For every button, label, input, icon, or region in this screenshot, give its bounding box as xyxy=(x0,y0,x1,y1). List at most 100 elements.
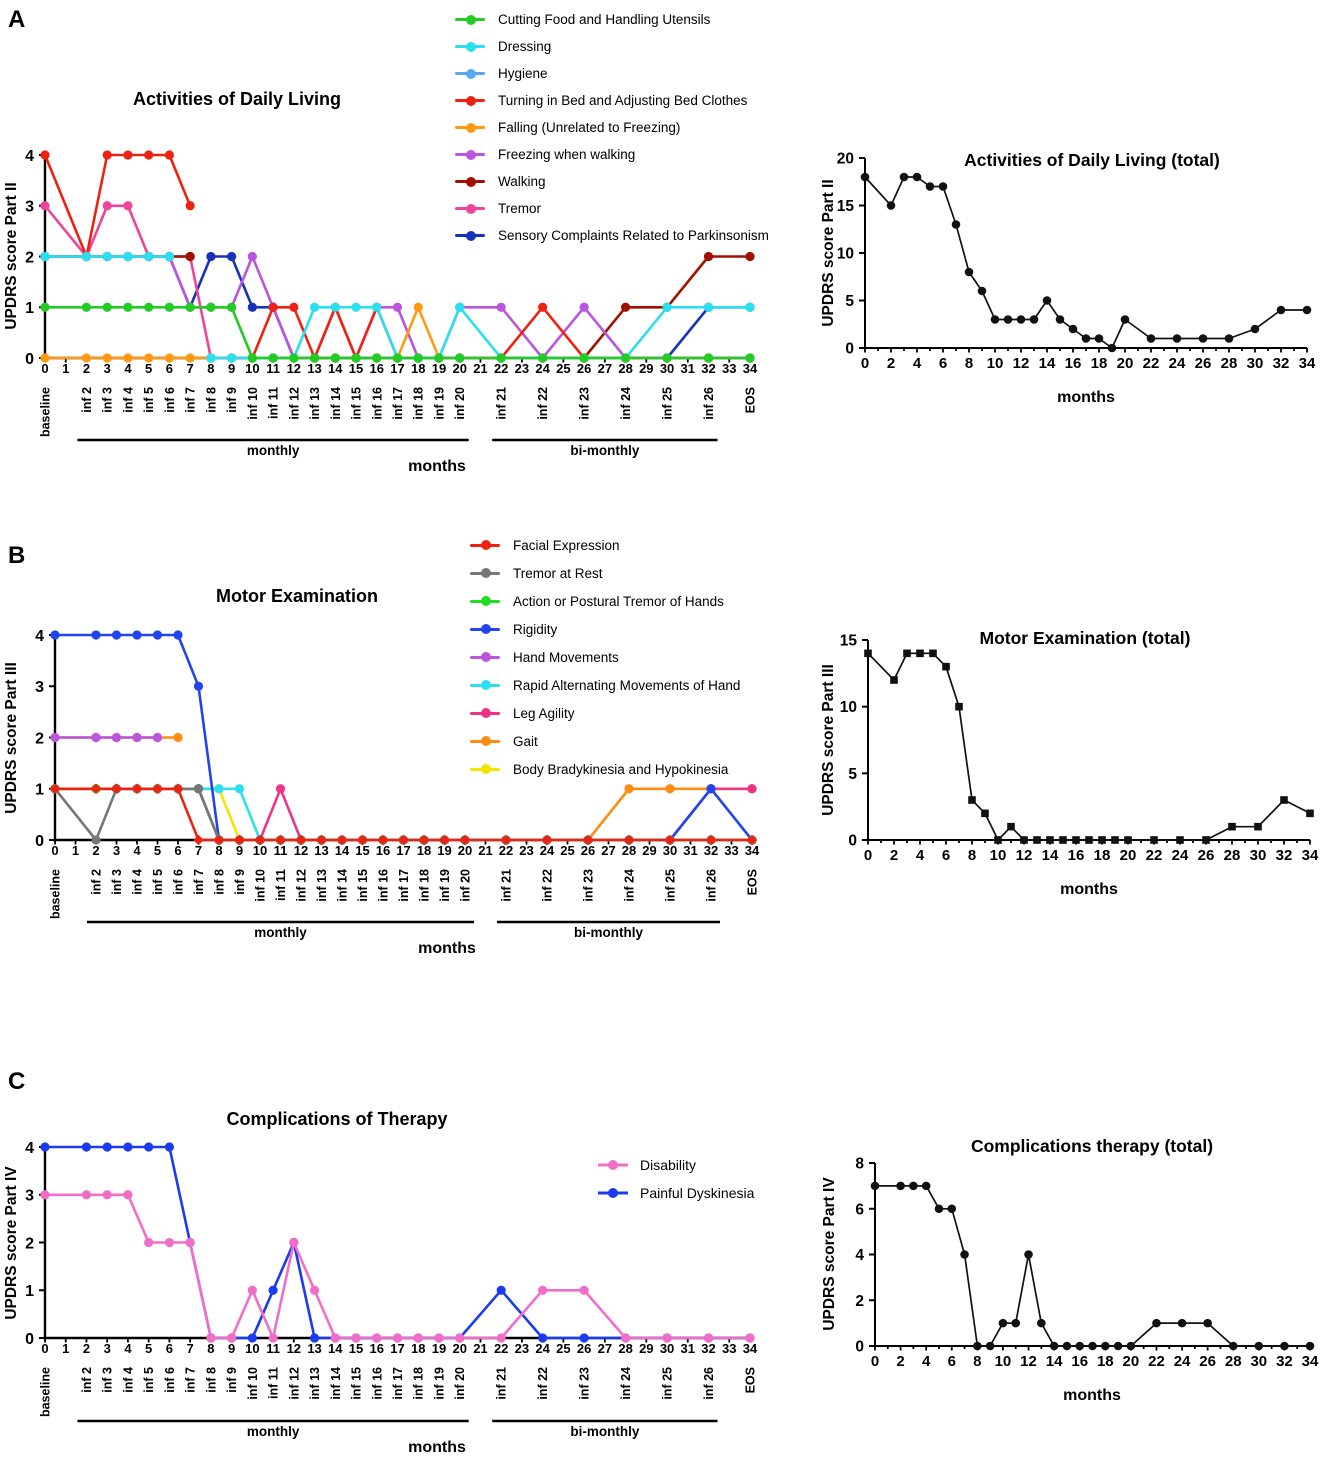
x-tick-label: 16 xyxy=(1068,847,1085,864)
x-axis-label: months xyxy=(408,1439,466,1456)
data-point xyxy=(309,1285,320,1295)
data-point xyxy=(998,1318,1008,1328)
data-point xyxy=(185,251,195,262)
data-point xyxy=(703,1333,714,1343)
data-point xyxy=(193,834,204,846)
legend-marker xyxy=(608,1188,618,1198)
data-point xyxy=(185,302,195,312)
data-point xyxy=(1072,836,1080,844)
data-point xyxy=(455,1333,465,1343)
x-tick-label: 16 xyxy=(1071,1353,1088,1370)
x-tick-label: 4 xyxy=(916,847,925,864)
y-axis-label: UPDRS score Part III xyxy=(820,664,837,816)
x-tick-label: 22 xyxy=(1146,847,1163,864)
data-point xyxy=(1305,1341,1315,1351)
data-point xyxy=(123,1142,133,1152)
data-point xyxy=(40,201,50,211)
visit-label: inf 6 xyxy=(163,1367,177,1393)
x-tick-label: 1 xyxy=(62,1341,69,1356)
data-point xyxy=(860,172,870,182)
data-point xyxy=(357,834,368,846)
data-point xyxy=(990,315,1000,324)
data-point xyxy=(1085,836,1093,844)
data-point xyxy=(185,201,195,211)
x-tick-label: 17 xyxy=(390,361,404,376)
series-line xyxy=(864,176,1307,349)
data-point xyxy=(152,732,163,743)
data-point xyxy=(620,302,631,312)
data-point xyxy=(111,630,122,640)
legend-item: Freezing when walking xyxy=(455,141,769,168)
data-point xyxy=(1228,1341,1238,1351)
data-point xyxy=(1107,343,1117,353)
series-line xyxy=(45,306,750,360)
y-axis-label: UPDRS score Part III xyxy=(3,662,20,814)
y-tick-label: 2 xyxy=(855,1293,864,1310)
x-tick-label: 29 xyxy=(639,1341,653,1356)
x-tick-label: 8 xyxy=(973,1353,981,1370)
data-point xyxy=(164,353,175,363)
legend-marker xyxy=(608,1160,618,1170)
data-point xyxy=(538,1333,548,1343)
data-point xyxy=(111,732,122,743)
x-tick-label: 24 xyxy=(535,1341,550,1356)
visit-label: inf 12 xyxy=(295,869,309,902)
data-point xyxy=(912,172,922,182)
data-point xyxy=(579,1285,589,1295)
x-tick-label: 2 xyxy=(83,361,90,376)
data-point xyxy=(247,1285,257,1295)
panel-c-label: C xyxy=(8,1068,26,1095)
visit-label: inf 12 xyxy=(287,387,301,420)
data-point xyxy=(49,783,61,794)
x-tick-label: 32 xyxy=(701,1341,715,1356)
data-point xyxy=(921,1181,931,1191)
x-tick-label: 6 xyxy=(939,355,947,372)
adl-total-chart: Activities of Daily Living (total) UPDRS … xyxy=(820,140,1325,430)
legend-dot-icon xyxy=(465,203,476,214)
complications-items-chart: Complications of Therapy UPDRS score Part… xyxy=(0,1075,775,1459)
x-tick-label: 6 xyxy=(174,843,181,858)
group-label: bi-monthly xyxy=(574,925,643,940)
data-point xyxy=(1011,1318,1021,1328)
data-point xyxy=(351,1333,361,1343)
data-point xyxy=(579,1333,589,1343)
x-axis-label: months xyxy=(408,458,466,475)
legend-dot-icon xyxy=(465,230,476,241)
x-tick-label: 15 xyxy=(355,843,369,858)
y-tick-label: 0 xyxy=(855,1339,864,1356)
data-point xyxy=(455,302,465,312)
visit-label: inf 10 xyxy=(246,1367,260,1400)
x-tick-label: 18 xyxy=(411,361,425,376)
data-point xyxy=(295,834,307,846)
comp_items-svg: Complications of Therapy UPDRS score Part… xyxy=(3,1109,758,1456)
y-tick-label: 8 xyxy=(855,1156,864,1173)
data-point xyxy=(973,1341,982,1351)
data-point xyxy=(864,649,872,658)
x-tick-label: 0 xyxy=(861,355,869,372)
visit-label: inf 3 xyxy=(101,1367,115,1393)
data-point xyxy=(947,1204,957,1214)
data-point xyxy=(40,302,50,312)
data-point xyxy=(81,1190,92,1200)
data-point xyxy=(351,353,361,363)
x-tick-label: 26 xyxy=(1199,1353,1216,1370)
legend-dot-icon xyxy=(465,149,476,160)
legend-line-marker xyxy=(455,176,485,187)
y-tick-label: 20 xyxy=(837,151,854,168)
data-point xyxy=(1100,1341,1110,1351)
data-point xyxy=(413,302,423,312)
visit-label: inf 18 xyxy=(412,387,426,420)
visit-label: inf 15 xyxy=(350,387,364,420)
x-tick-label: 16 xyxy=(376,843,390,858)
data-point xyxy=(268,1285,278,1295)
chart-title: Motor Examination (total) xyxy=(980,628,1191,648)
x-tick-label: 6 xyxy=(166,1341,173,1356)
visit-label: inf 2 xyxy=(80,1367,94,1393)
data-point xyxy=(538,302,548,312)
data-point xyxy=(1016,315,1026,324)
data-point xyxy=(289,353,299,363)
data-point xyxy=(227,251,237,262)
data-point xyxy=(899,172,909,182)
data-point xyxy=(1172,334,1182,343)
x-tick-label: 2 xyxy=(896,1353,904,1370)
